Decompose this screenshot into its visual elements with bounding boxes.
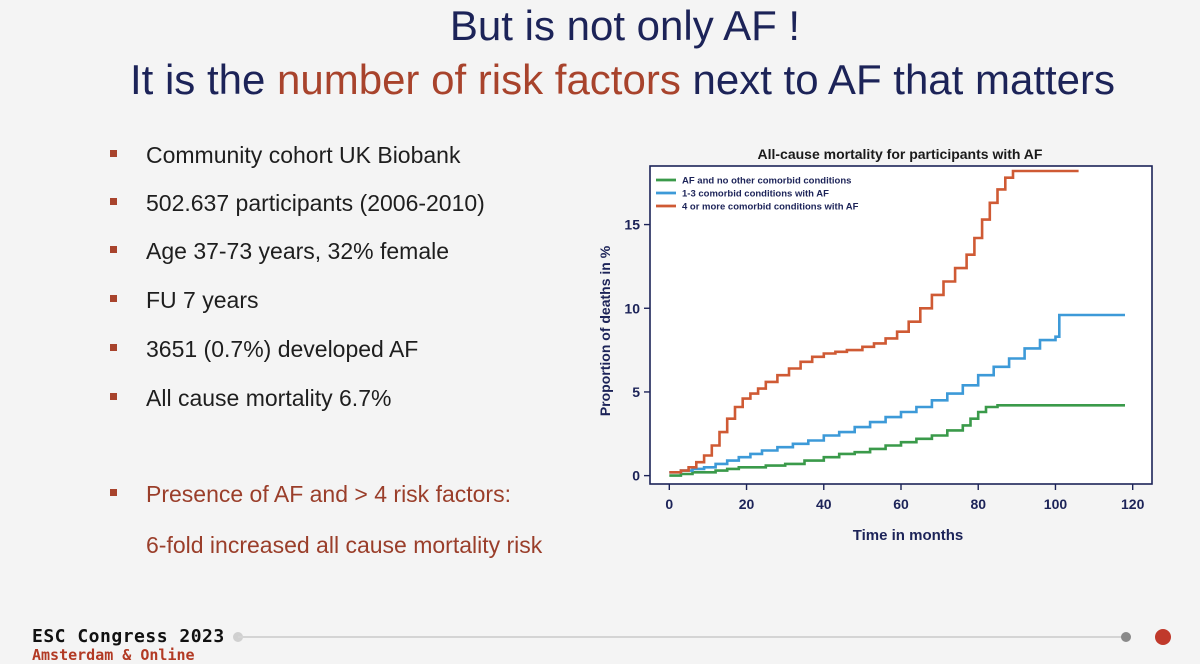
y-axis-label: Proportion of deaths in % — [597, 245, 613, 416]
bullet-item: FU 7 years — [110, 283, 710, 323]
bullet-item: 3651 (0.7%) developed AF — [110, 332, 710, 372]
bullet-marker — [110, 295, 117, 302]
x-tick-label: 60 — [893, 496, 909, 512]
bullet-text: 3651 (0.7%) developed AF — [146, 336, 419, 362]
x-tick-label: 100 — [1044, 496, 1068, 512]
legend-label: 4 or more comorbid conditions with AF — [682, 202, 859, 213]
series-line-3 — [669, 169, 1079, 474]
subtitle-highlight: number of risk factors — [277, 56, 681, 103]
highlight-bullet: Presence of AF and > 4 risk factors: — [110, 477, 710, 517]
progress-dot — [1121, 632, 1131, 642]
bullet-text: Presence of AF and > 4 risk factors: — [146, 481, 511, 507]
bullet-item: Community cohort UK Biobank — [110, 138, 710, 178]
x-tick-label: 80 — [970, 496, 986, 512]
slide-title: But is not only AF ! — [449, 2, 801, 49]
bullet-marker — [110, 246, 117, 253]
legend: AF and no other comorbid conditions 1-3 c… — [656, 176, 859, 213]
highlight-bullet-continuation: 6-fold increased all cause mortality ris… — [146, 532, 543, 558]
y-tick-label: 15 — [624, 217, 640, 233]
y-tick-label: 0 — [632, 468, 640, 484]
legend-label: 1-3 comorbid conditions with AF — [682, 189, 829, 200]
series-lines — [669, 169, 1125, 477]
y-tick-label: 10 — [624, 300, 640, 316]
bullet-text: 502.637 participants (2006-2010) — [146, 190, 485, 216]
x-tick-label: 0 — [665, 496, 673, 512]
bullet-marker — [110, 393, 117, 400]
mortality-chart: All-cause mortality for participants wit… — [597, 146, 1153, 544]
y-axis: 0 5 10 15 — [624, 217, 650, 484]
bullet-marker — [110, 150, 117, 157]
progress-current-dot — [1155, 629, 1171, 645]
progress-track — [238, 636, 1124, 638]
chart-title: All-cause mortality for participants wit… — [758, 146, 1043, 162]
bullet-text: Community cohort UK Biobank — [146, 142, 461, 168]
subtitle-post: next to AF that matters — [680, 56, 1116, 103]
series-line-1 — [669, 404, 1125, 477]
bullet-item: Age 37-73 years, 32% female — [110, 234, 710, 274]
x-tick-label: 20 — [739, 496, 755, 512]
legend-label: AF and no other comorbid conditions — [682, 176, 851, 187]
x-tick-label: 40 — [816, 496, 832, 512]
bullet-text: FU 7 years — [146, 287, 259, 313]
slide-subtitle: It is the number of risk factors next to… — [0, 56, 1200, 104]
bullet-marker — [110, 344, 117, 351]
series-line-2 — [669, 313, 1125, 474]
congress-name: ESC Congress 2023 — [32, 626, 225, 647]
congress-location: Amsterdam & Online — [32, 646, 195, 664]
bullet-marker — [110, 198, 117, 205]
bullet-text: All cause mortality 6.7% — [146, 385, 392, 411]
x-axis: 0 20 40 60 80 100 120 — [665, 484, 1145, 512]
bullet-item: All cause mortality 6.7% — [110, 381, 710, 421]
bullet-text: Age 37-73 years, 32% female — [146, 238, 450, 264]
x-tick-label: 120 — [1121, 496, 1145, 512]
bullet-item: 502.637 participants (2006-2010) — [110, 186, 710, 226]
y-tick-label: 5 — [632, 384, 640, 400]
bullet-marker — [110, 489, 117, 496]
x-axis-label: Time in months — [853, 527, 964, 544]
plot-frame — [649, 165, 1153, 485]
subtitle-pre: It is the — [129, 56, 278, 103]
